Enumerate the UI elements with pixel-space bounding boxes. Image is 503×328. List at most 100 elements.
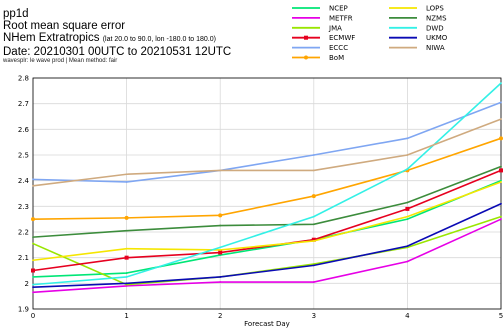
y-tick-label: 2.5 — [18, 152, 29, 160]
region-detail: (lat 20.0 to 90.0, lon -180.0 to 180.0) — [102, 36, 216, 43]
series-lines — [31, 82, 503, 294]
data-point — [125, 285, 128, 287]
legend-item-ncep: NCEP — [292, 5, 348, 13]
data-point — [218, 213, 223, 218]
data-point — [312, 223, 315, 226]
series-line — [32, 82, 502, 286]
data-point — [219, 246, 222, 249]
legend-label: ECMWF — [329, 34, 355, 42]
data-point — [406, 168, 409, 171]
data-point — [406, 201, 409, 204]
data-point — [500, 82, 502, 85]
data-point — [312, 264, 315, 267]
region-name: NHem Extratropics — [3, 32, 100, 44]
date-range: Date: 20210301 00UTC to 20210531 12UTC — [3, 46, 232, 58]
series-line — [32, 179, 502, 278]
series-line — [32, 203, 502, 288]
legend-item-eccc: ECCC — [292, 44, 348, 52]
header: pp1d Root mean square error NHem Extratr… — [3, 8, 303, 65]
series-line — [32, 101, 502, 183]
data-point — [219, 254, 222, 256]
data-point — [499, 136, 503, 141]
series-ukmo — [32, 202, 502, 289]
data-point — [500, 215, 502, 218]
data-point — [500, 218, 502, 221]
series-line — [32, 137, 502, 220]
axes: 1.9 2 2.1 2.2 2.3 2.4 2.5 2.6 2.7 2.8 0 1 2 3 4 5 — [18, 75, 503, 321]
legend-item-bom: BoM — [292, 54, 344, 62]
series-line — [32, 181, 502, 262]
data-point — [312, 240, 315, 242]
legend-label: UKMO — [426, 34, 448, 42]
metric-title: Root mean square error — [3, 20, 126, 32]
data-point — [125, 272, 128, 274]
legend-item-ukmo: UKMO — [389, 34, 448, 42]
data-point — [125, 282, 128, 285]
legend-label: ECCC — [329, 44, 348, 52]
y-tick-label: 1.9 — [18, 306, 29, 314]
data-point — [32, 276, 34, 278]
data-point — [500, 165, 502, 168]
data-point — [32, 291, 34, 294]
data-point — [312, 281, 315, 283]
legend-item-jma: JMA — [292, 24, 342, 32]
series-bom — [31, 136, 503, 222]
data-point — [125, 173, 128, 176]
data-point — [499, 168, 503, 173]
data-point — [31, 217, 35, 222]
data-point — [406, 218, 409, 221]
x-tick-label: 0 — [31, 312, 35, 320]
data-point — [500, 202, 502, 205]
legend-label: JMA — [328, 24, 342, 32]
legend-item-nzms: NZMS — [389, 14, 447, 22]
data-point — [32, 184, 34, 187]
y-tick-label: 2.7 — [18, 100, 29, 108]
data-point — [312, 169, 315, 172]
series-niwa — [32, 118, 502, 187]
data-point — [312, 215, 315, 218]
data-point — [32, 283, 34, 286]
series-line — [32, 118, 502, 187]
data-point — [218, 250, 223, 255]
legend-item-metfr: METFR — [292, 14, 353, 22]
data-point — [500, 179, 502, 182]
data-point — [124, 255, 129, 260]
data-point — [405, 206, 410, 211]
x-tick-label: 1 — [124, 312, 128, 320]
data-point — [124, 215, 129, 220]
data-point — [500, 181, 502, 183]
data-point — [32, 286, 34, 289]
method-note: wavesplr: le wave prod | Mean method: fa… — [3, 58, 118, 64]
y-tick-label: 2.4 — [18, 177, 30, 185]
data-point — [219, 276, 222, 278]
series-line — [32, 169, 502, 272]
y-tick-label: 2.3 — [18, 203, 29, 211]
legend-label: DWD — [426, 24, 444, 32]
data-point — [219, 281, 222, 283]
legend-item-niwa: NIWA — [389, 44, 445, 52]
data-point — [32, 236, 34, 239]
series-ncep — [32, 179, 502, 278]
series-line — [32, 218, 502, 294]
x-tick-label: 4 — [405, 312, 410, 320]
legend-label: NCEP — [329, 5, 348, 13]
x-axis-label: Forecast Day — [244, 320, 290, 328]
y-tick-label: 2.8 — [18, 75, 29, 83]
legend-label: METFR — [329, 14, 353, 22]
y-tick-label: 2.2 — [18, 229, 29, 237]
data-point — [125, 181, 128, 183]
data-point — [406, 215, 409, 218]
legend-label: LOPS — [426, 5, 444, 13]
series-metfr — [32, 218, 502, 294]
data-point — [125, 247, 128, 250]
data-point — [311, 194, 316, 199]
data-point — [406, 154, 409, 156]
legend-marker — [304, 35, 308, 40]
series-eccc — [32, 101, 502, 183]
legend-label: BoM — [329, 54, 344, 62]
data-point — [406, 137, 409, 140]
legend-item-dwd: DWD — [389, 24, 444, 32]
variable-title: pp1d — [3, 8, 29, 20]
